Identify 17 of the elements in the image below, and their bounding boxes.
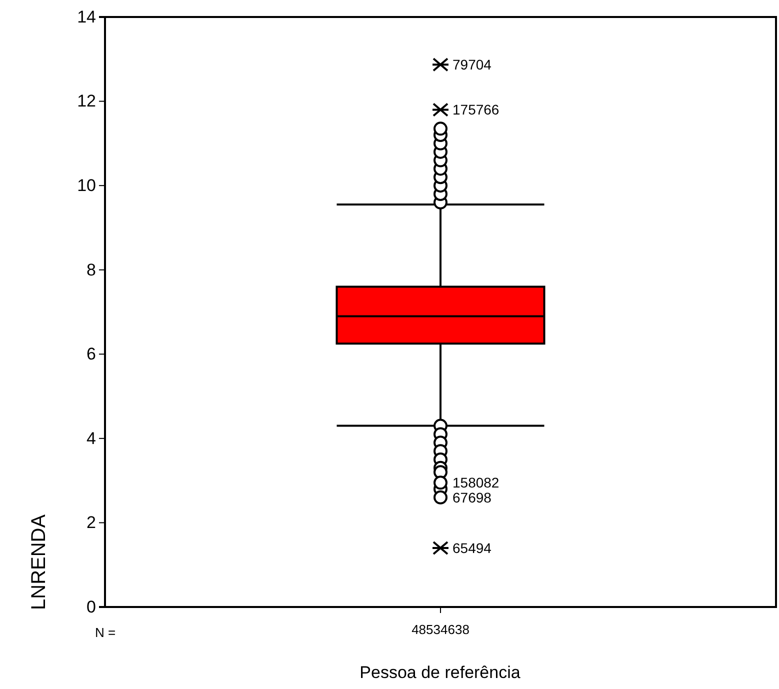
annotation: 175766 <box>452 102 500 118</box>
text: N = <box>95 625 116 640</box>
y-axis-title: LNRENDA <box>28 514 50 610</box>
annotation: 79704 <box>452 56 492 73</box>
y-tick-label: 4 <box>86 428 96 448</box>
x-tick-label: 48534638 <box>412 622 470 638</box>
annotation: 67698 <box>452 489 492 506</box>
y-tick-label: 6 <box>86 344 96 364</box>
y-tick-label: 8 <box>86 260 96 280</box>
x-axis-title: Pessoa de referência <box>360 663 521 682</box>
y-tick-label: 12 <box>77 92 96 111</box>
annotation: 158082 <box>452 474 500 491</box>
y-tick-label: 10 <box>77 176 96 196</box>
y-tick-label: 0 <box>86 597 96 616</box>
y-tick-label: 2 <box>86 513 96 532</box>
annotation: 65494 <box>452 540 492 556</box>
y-tick-label: 14 <box>77 7 96 26</box>
